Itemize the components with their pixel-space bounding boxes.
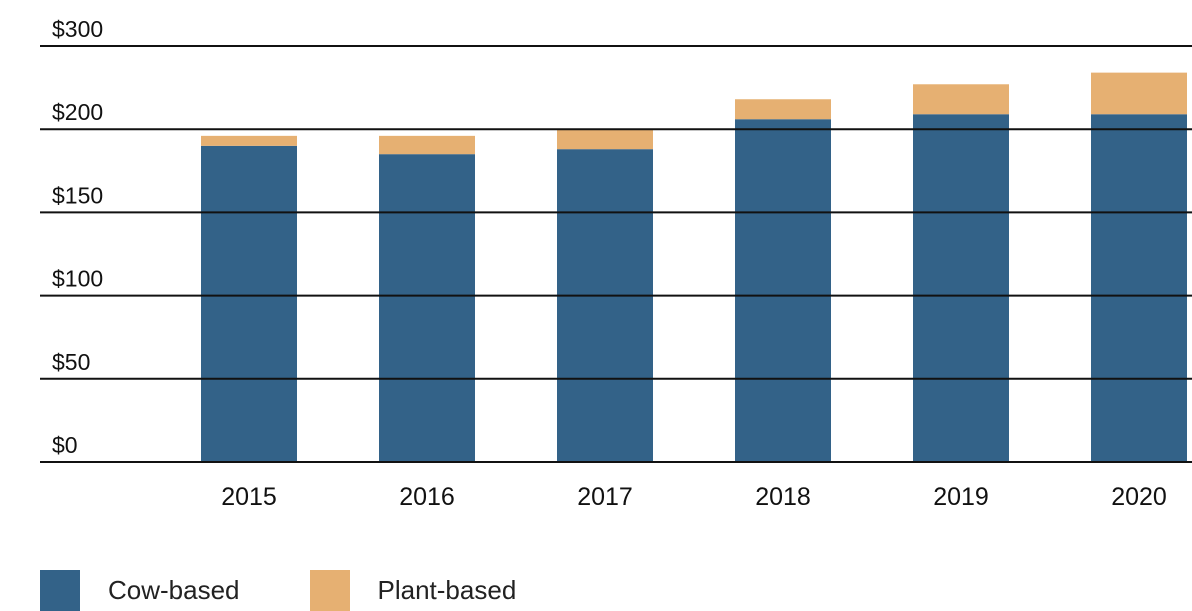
bar-plant-based-2017 — [557, 129, 653, 150]
legend-item-cow-based: Cow-based — [40, 570, 240, 611]
bar-plant-based-2018 — [735, 99, 831, 120]
legend-item-plant-based: Plant-based — [309, 570, 517, 611]
bar-plant-based-2016 — [379, 135, 475, 155]
legend-label-plant-based: Plant-based — [377, 575, 517, 605]
bar-cow-based-2019 — [913, 114, 1009, 462]
y-tick-labels: $0 $50 $100 $150 $200 $300 — [52, 16, 103, 458]
bar-cow-based-2020 — [1091, 114, 1187, 462]
x-tick-label: 2017 — [577, 483, 633, 511]
bar-plant-based-2019 — [913, 84, 1009, 115]
y-tick-label: $300 — [52, 16, 103, 42]
y-tick-label: $0 — [52, 432, 78, 458]
legend-label-cow-based: Cow-based — [108, 575, 240, 605]
x-tick-label: 2020 — [1111, 483, 1167, 511]
bar-plant-based-2015 — [201, 135, 297, 146]
bar-cow-based-2016 — [379, 154, 475, 462]
bar-cow-based-2017 — [557, 149, 653, 462]
legend: Cow-based Plant-based — [40, 570, 556, 611]
y-tick-label: $50 — [52, 349, 90, 375]
y-tick-label: $100 — [52, 266, 103, 292]
stacked-bar-chart: 2015 2016 2017 2018 2019 2020 $0 $50 $100 $150 $2… — [40, 16, 1192, 511]
x-tick-label: 2018 — [755, 483, 811, 511]
gridlines — [40, 45, 1192, 463]
x-tick-label: 2019 — [933, 483, 989, 511]
y-tick-label: $150 — [52, 182, 103, 208]
bar-cow-based-2015 — [201, 145, 297, 462]
bars — [201, 72, 1187, 462]
legend-swatch-cow-based — [40, 570, 80, 611]
bar-cow-based-2018 — [735, 119, 831, 462]
x-tick-label: 2015 — [221, 483, 277, 511]
legend-swatch-plant-based — [309, 570, 350, 611]
y-tick-label: $200 — [52, 99, 103, 125]
x-tick-labels: 2015 2016 2017 2018 2019 2020 — [221, 483, 1167, 511]
bar-plant-based-2020 — [1091, 72, 1187, 115]
x-tick-label: 2016 — [399, 483, 455, 511]
